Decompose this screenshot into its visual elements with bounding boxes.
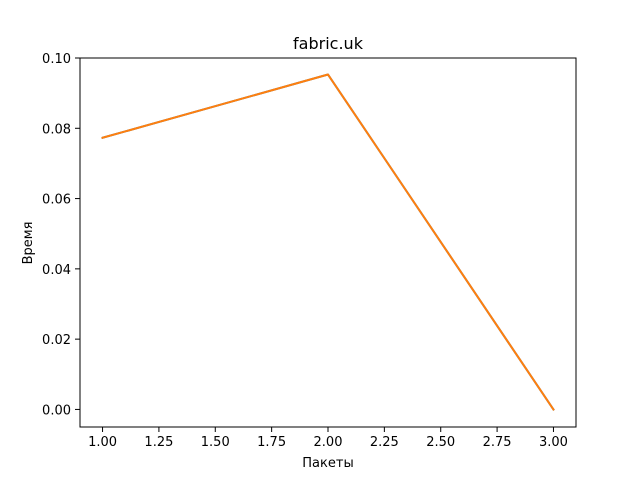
y-axis-label: Время bbox=[21, 222, 36, 265]
x-tick-label: 1.25 bbox=[144, 435, 173, 450]
x-tick-label: 1.00 bbox=[88, 435, 117, 450]
x-tick-label: 2.75 bbox=[483, 435, 512, 450]
y-tick-label: 0.04 bbox=[42, 263, 71, 278]
x-tick-label: 2.25 bbox=[370, 435, 399, 450]
y-axis-ticks: 0.00 0.02 0.04 0.06 0.08 0.10 bbox=[42, 52, 80, 418]
y-tick-label: 0.08 bbox=[42, 122, 71, 137]
series-line-2 bbox=[101, 73, 555, 411]
y-tick-label: 0.06 bbox=[42, 193, 71, 208]
y-tick-label: 0.02 bbox=[42, 333, 71, 348]
x-tick-label: 1.75 bbox=[257, 435, 286, 450]
chart-title: fabric.uk bbox=[293, 34, 364, 53]
x-axis-label: Пакеты bbox=[302, 456, 353, 471]
y-tick-label: 0.10 bbox=[42, 52, 71, 67]
series-layer bbox=[101, 73, 555, 411]
x-tick-label: 2.50 bbox=[426, 435, 455, 450]
x-tick-label: 1.50 bbox=[201, 435, 230, 450]
x-tick-label: 3.00 bbox=[539, 435, 568, 450]
y-tick-label: 0.00 bbox=[42, 403, 71, 418]
x-axis-ticks: 1.00 1.25 1.50 1.75 2.00 2.25 2.50 2.75 3.00 bbox=[88, 427, 568, 450]
x-tick-label: 2.00 bbox=[314, 435, 343, 450]
